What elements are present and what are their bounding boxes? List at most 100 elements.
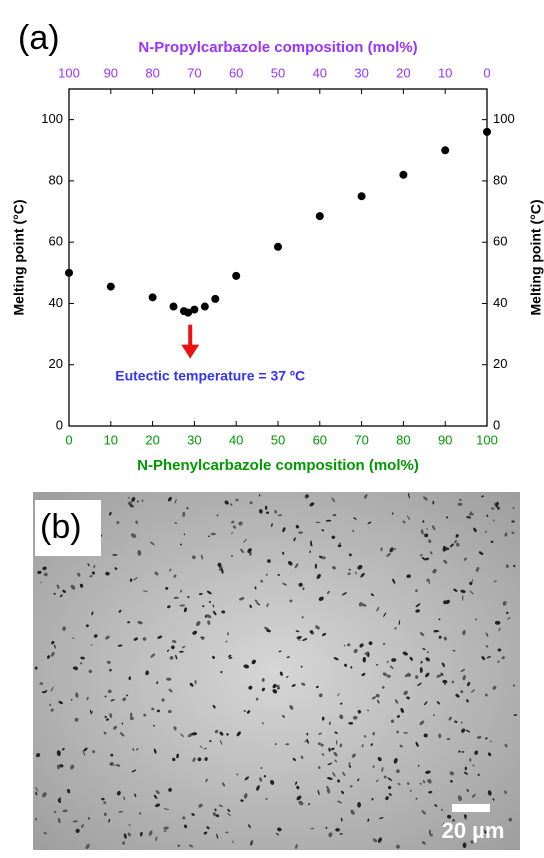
particle [429,833,433,837]
particle [466,681,471,687]
data-point [148,293,157,302]
particle [395,844,400,849]
particle [474,750,479,755]
particle [277,514,283,517]
x-axis-title: N-Phenylcarbazole composition (mol%) [137,457,419,474]
particle [277,687,280,690]
particle [512,507,515,510]
particle [455,542,460,547]
particle [484,530,488,534]
particle [183,607,188,613]
particle [469,511,473,516]
particle [342,771,346,777]
particle [225,640,228,643]
particle [108,818,111,823]
particle [72,666,77,670]
particle [288,561,293,566]
particle [381,686,385,689]
particle [431,525,436,531]
particle [391,658,397,662]
particle [344,663,348,667]
particle [460,589,466,594]
particle [88,669,93,674]
data-point [483,127,491,136]
particle [85,624,89,628]
particle [142,637,147,641]
particle [352,529,355,533]
particle [272,683,277,689]
particle [339,833,343,835]
particle [506,611,509,615]
particle [183,533,185,536]
particle [214,808,217,812]
particle [168,688,173,693]
particle [35,817,37,821]
particle [203,831,208,835]
particle [58,700,63,705]
particle [469,581,473,586]
particle [180,543,182,546]
particle [363,735,367,738]
particle [415,603,421,608]
particle [267,559,271,563]
particle [204,757,208,761]
x2-tick-label: 10 [438,65,452,80]
particle [126,694,129,697]
particle [105,718,109,721]
particle [419,554,423,557]
particle [512,684,516,687]
particle [106,660,111,664]
particle [289,599,293,603]
particle [415,797,418,800]
particle [454,720,458,723]
particle [207,620,211,625]
particle [502,600,507,606]
particle [497,660,500,663]
particle [109,713,113,718]
particle [169,655,174,660]
particle [75,828,80,833]
particle [261,721,264,725]
particle [53,592,56,595]
particle [329,721,331,725]
particle [243,710,247,712]
particle [56,750,61,757]
particle [417,682,422,687]
particle [171,645,175,650]
particle [446,516,449,519]
particle [403,732,408,734]
particle [209,740,212,743]
particle [247,548,252,553]
particle [62,809,68,813]
particle [72,637,75,640]
particle [332,514,337,516]
particle [318,555,324,559]
particle [208,601,212,603]
particle [349,785,353,788]
particle [306,732,309,736]
particle [148,830,153,836]
particle [487,752,492,757]
particle [173,574,177,578]
particle [449,771,455,776]
particle [122,841,126,845]
particle [187,596,190,599]
particle [494,620,501,625]
particle [137,500,139,503]
particle [352,715,358,720]
particle [357,801,361,808]
particle [129,578,133,582]
particle [321,529,325,532]
data-point [211,294,220,303]
particle [62,589,66,593]
particle [93,564,96,569]
particle [298,639,301,641]
particle [372,731,375,736]
particle [163,826,169,830]
particle [250,840,254,843]
particle [347,643,351,647]
particle [217,562,222,568]
particle [274,509,277,514]
particle [112,554,118,556]
particle [484,830,490,834]
